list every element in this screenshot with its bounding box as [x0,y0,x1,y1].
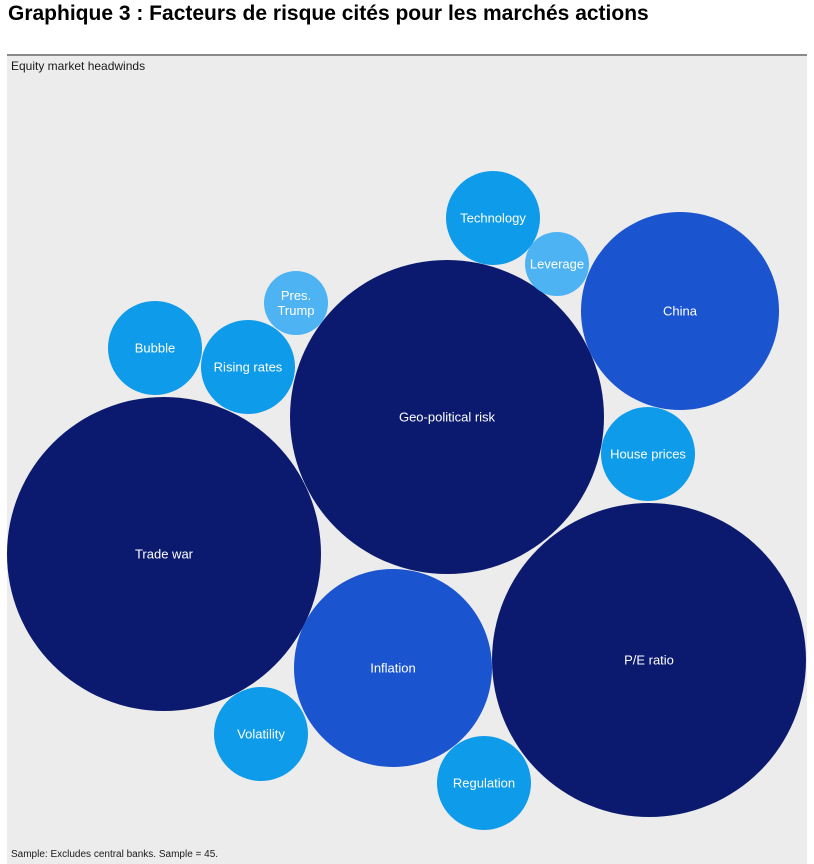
bubble-circle-inflation [294,569,492,767]
bubble-rising-rates: Rising rates [201,320,295,414]
bubble-trade-war: Trade war [7,397,321,711]
bubble-label-bubble: Bubble [135,341,175,356]
bubble-volatility: Volatility [214,687,308,781]
chart-title: Equity market headwinds [11,59,146,73]
bubble-label-technology: Technology [460,211,526,226]
bubble-label-pres-trump: Trump [277,303,314,318]
bubble-circle-technology [446,171,540,265]
bubble-geo-political-risk: Geo-political risk [290,260,604,574]
bubble-circle-bubble [108,301,202,395]
bubble-circle-rising-rates [201,320,295,414]
bubble-bubble: Bubble [108,301,202,395]
bubble-circle-pres-trump [264,271,328,335]
bubble-house-prices: House prices [601,407,695,501]
bubble-regulation: Regulation [437,736,531,830]
bubble-label-house-prices: House prices [610,447,686,462]
bubble-circle-trade-war [7,397,321,711]
bubble-label-regulation: Regulation [453,776,515,791]
bubble-technology: Technology [446,171,540,265]
bubble-pres-trump: Pres.Trump [264,271,328,335]
bubble-label-trade-war: Trade war [135,547,194,562]
bubble-chart: Trade war Geo-political risk P/E ratio Chin… [7,171,806,830]
bubble-circle-house-prices [601,407,695,501]
bubble-label-geo-political-risk: Geo-political risk [399,410,496,425]
bubble-circle-volatility [214,687,308,781]
bubble-leverage: Leverage [525,232,589,296]
bubble-label-volatility: Volatility [237,727,285,742]
bubble-label-inflation: Inflation [370,661,416,676]
bubble-circle-p-e-ratio [492,503,806,817]
bubble-label-rising-rates: Rising rates [214,360,283,375]
bubble-label-pres-trump: Pres. [281,288,311,303]
chart-footnote: Sample: Excludes central banks. Sample =… [11,849,219,860]
bubble-circle-china [581,212,779,410]
bubble-label-leverage: Leverage [530,257,584,272]
page-title: Graphique 3 : Facteurs de risque cités p… [8,2,649,25]
bubble-circle-geo-political-risk [290,260,604,574]
bubble-p-e-ratio: P/E ratio [492,503,806,817]
bubble-label-p-e-ratio: P/E ratio [624,653,674,668]
bubble-circle-leverage [525,232,589,296]
bubble-circle-regulation [437,736,531,830]
bubble-inflation: Inflation [294,569,492,767]
bubble-china: China [581,212,779,410]
bubble-label-china: China [663,304,698,319]
chart-panel: Equity market headwinds Trade war Geo-pol… [7,54,807,864]
